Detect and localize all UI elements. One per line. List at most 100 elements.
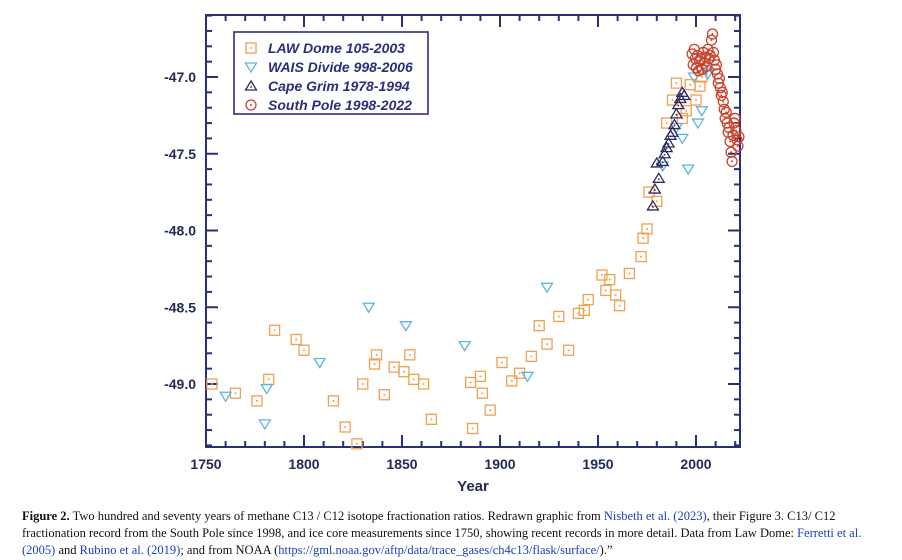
data-point [218, 391, 233, 403]
data-point [513, 367, 526, 379]
data-point [732, 140, 744, 152]
data-point [260, 383, 274, 395]
data-point [362, 302, 376, 314]
data-point [251, 395, 263, 407]
data-point [646, 199, 660, 211]
legend-marker [244, 62, 258, 74]
legend: LAW Dome 105-2003 WAIS Divide 998-2006 Cap… [233, 31, 429, 115]
data-point [562, 344, 575, 356]
legend-label: South Pole 1998-2022 [268, 97, 412, 113]
data-point [578, 304, 590, 316]
data-point [258, 419, 272, 431]
data-point [701, 69, 715, 81]
data-point [671, 98, 686, 110]
data-point [339, 421, 351, 433]
data-point [484, 404, 496, 416]
data-point [520, 371, 535, 383]
caption-text-5: ).” [599, 543, 613, 557]
data-point [623, 267, 636, 280]
data-point [713, 72, 725, 85]
data-point [726, 155, 738, 168]
data-point [648, 182, 662, 194]
legend-entry: Cape Grim 1978-1994 [244, 78, 410, 94]
y-tick-label: -47.5 [164, 146, 196, 162]
data-point [408, 373, 420, 386]
data-point [718, 103, 730, 115]
data-point [327, 395, 340, 407]
data-point [716, 86, 728, 98]
data-point [540, 282, 554, 294]
data-point [705, 34, 718, 46]
data-point [351, 438, 363, 450]
x-tick-label: 1950 [582, 456, 613, 472]
data-point [290, 333, 302, 346]
legend-marker [245, 99, 257, 111]
series-2 [646, 86, 691, 211]
data-point [370, 349, 383, 361]
x-tick-label: 1850 [386, 456, 417, 472]
data-point [729, 112, 741, 125]
caption-link-rubino[interactable]: Rubino et al. (2019) [79, 543, 181, 557]
data-point [733, 131, 745, 143]
data-point [613, 300, 626, 312]
data-point [357, 378, 369, 390]
data-point [609, 289, 622, 301]
data-point [681, 164, 695, 176]
legend-marker [245, 42, 257, 54]
data-point [425, 413, 438, 425]
axis-tick-labels: 1750 1800 1850 1900 1950 2000 -47.0 -47.5 -48.0 -… [164, 69, 712, 472]
x-tick-label: 1750 [190, 456, 221, 472]
legend-label: Cape Grim 1978-1994 [268, 78, 410, 94]
caption-text-3: and [55, 543, 80, 557]
figure-caption: Figure 2. Two hundred and seventy years … [22, 508, 884, 559]
caption-link-ferretti[interactable]: Ferretti et al. (2005) [22, 526, 862, 557]
data-point [229, 387, 242, 399]
data-point [496, 356, 508, 369]
data-point [476, 387, 489, 399]
axis-ticks [205, 14, 740, 447]
data-point [669, 107, 684, 119]
caption-label: Figure 2. [22, 509, 70, 523]
data-point [263, 373, 275, 386]
caption-text-1: Two hundred and seventy years of methane… [69, 509, 604, 523]
data-point [378, 389, 391, 401]
x-tick-label: 1900 [484, 456, 515, 472]
data-point [667, 118, 682, 130]
caption-link-noaa[interactable]: https://gml.noaa.gov/aftp/data/trace_gas… [278, 543, 600, 557]
legend-entry: South Pole 1998-2022 [245, 97, 412, 113]
data-point [725, 146, 737, 158]
data-point [680, 105, 692, 117]
data-point [268, 324, 281, 336]
data-point [404, 349, 416, 361]
data-point [717, 95, 729, 108]
data-point [641, 223, 653, 235]
data-point [675, 133, 689, 145]
y-tick-label: -49.0 [164, 376, 196, 392]
legend-marker [244, 79, 258, 91]
data-point [690, 94, 702, 106]
data-point [206, 378, 218, 390]
data-point [661, 136, 676, 148]
caption-text-4: ; and from NOAA ( [180, 543, 279, 557]
data-point [731, 134, 743, 146]
data-point [533, 320, 545, 332]
legend-entry: WAIS Divide 998-2006 [244, 59, 413, 75]
data-point [707, 46, 720, 59]
data-point [657, 147, 672, 159]
legend-label: WAIS Divide 998-2006 [268, 59, 413, 75]
data-points [206, 28, 745, 450]
data-point [525, 350, 538, 363]
data-point [541, 338, 553, 350]
data-point [604, 273, 616, 286]
data-point [635, 250, 647, 263]
caption-link-nisbeth[interactable]: Nisbeth et al. (2023) [603, 509, 707, 523]
legend-entry: LAW Dome 105-2003 [245, 40, 405, 56]
data-point [464, 376, 477, 389]
data-point [458, 340, 472, 352]
data-point [417, 378, 430, 390]
data-point [398, 366, 410, 378]
data-point [600, 284, 612, 297]
y-tick-label: -48.0 [164, 223, 196, 239]
data-point [665, 126, 680, 137]
series-0 [206, 71, 708, 450]
